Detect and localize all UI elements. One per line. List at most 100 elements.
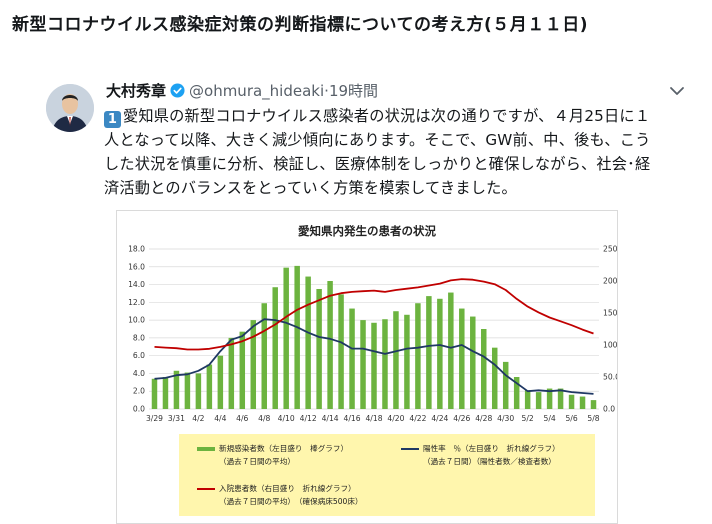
y-left-tick-label: 16.0 [128,262,145,271]
tweet-text-line: 人となって以降、大きく減少傾向にあります。そこで、GW前、中、後も、こう [104,131,651,149]
y-left-tick-label: 10.0 [128,316,145,325]
tweet-text: 1 愛知県の新型コロナウイルス感染者の状況は次の通りですが、４月25日に１ 人とな… [104,104,704,200]
legend-note: （過去７日間の平均） [219,457,295,466]
bar-new-cases [327,281,333,409]
bar-new-cases [217,355,224,409]
bar-new-cases [568,394,575,409]
x-tick-label: 4/28 [475,414,492,423]
x-tick-label: 4/26 [453,414,470,423]
legend-swatch-bar [197,447,215,451]
bar-new-cases [283,267,289,409]
y-right-tick-label: 0.0 [603,405,615,414]
y-right-tick-label: 200.0 [603,277,617,286]
legend-item-hospitalized: 入院患者数（右目盛り 折れ線グラフ） （過去７日間の平均） （確保病床500床） [197,483,363,507]
x-tick-label: 5/2 [522,414,534,423]
x-tick-label: 5/6 [565,414,577,423]
legend-swatch-line [197,488,215,490]
bar-new-cases [371,322,377,409]
chart-image[interactable]: 愛知県内発生の患者の状況 0.0 2.0 4.0 6.0 8.0 10.0 12.0 14.0… [116,210,618,524]
x-tick-label: 4/22 [409,414,426,423]
bar-new-cases [491,347,498,409]
x-tick-label: 3/29 [146,414,163,423]
bar-new-cases [448,292,454,409]
x-tick-label: 4/16 [344,414,361,423]
verified-badge-icon [170,83,185,98]
tweet-text-content: 愛知県の新型コロナウイルス感染者の状況は次の通りですが、４月25日に１ [123,107,651,125]
chevron-down-icon[interactable] [668,84,686,98]
bar-new-cases [228,337,235,409]
bar-new-cases [294,265,300,409]
bar-new-cases [239,331,246,409]
legend-item-positivity: 陽性率 ％（左目盛り 折れ線グラフ） （過去７日間）（陽性者数／検査者数） [401,443,560,467]
bar-new-cases [173,370,180,409]
bar-new-cases [195,373,202,409]
bar-new-cases [502,361,509,409]
bar-new-cases [404,314,410,409]
chart-legend: 新規感染者数（左目盛り 棒グラフ） （過去７日間の平均） 陽性率 ％（左目盛り … [179,434,595,516]
line-positivity-rate [154,318,594,395]
y-left-tick-label: 14.0 [128,280,145,289]
author-handle[interactable]: @ohmura_hideaki [189,82,325,100]
tweet-header: 大村秀章 @ohmura_hideaki·19時間 [106,80,378,102]
bar-new-cases [481,329,487,409]
tweet-text-line: 済活動とのバランスをとっていく方策を模索してきました。 [104,179,517,197]
meta-separator: · [324,82,329,100]
bar-new-cases [590,400,597,409]
legend-item-new-cases: 新規感染者数（左目盛り 棒グラフ） （過去７日間の平均） [197,443,348,467]
chart-title: 愛知県内発生の患者の状況 [298,224,436,238]
avatar[interactable] [46,84,94,132]
bar-new-cases [426,296,432,409]
legend-swatch-line [401,448,419,450]
legend-note: （過去７日間の平均） （確保病床500床） [219,497,363,506]
x-tick-label: 4/8 [258,414,270,423]
bar-new-cases [459,308,465,409]
y-left-tick-label: 6.0 [133,351,145,360]
bar-new-cases [272,287,278,409]
y-right-tick-label: 100.0 [603,341,617,350]
y-left-tick-label: 18.0 [128,245,145,254]
legend-label: 新規感染者数（左目盛り 棒グラフ） [219,444,349,453]
bar-new-cases [184,372,191,409]
tweet-timestamp[interactable]: 19時間 [328,82,379,100]
x-tick-label: 4/20 [387,414,404,423]
tweet-text-line: 1 愛知県の新型コロナウイルス感染者の状況は次の通りですが、４月25日に１ [104,104,704,128]
bar-new-cases [261,303,267,409]
bar-new-cases [316,289,322,409]
x-tick-label: 4/2 [192,414,204,423]
bar-new-cases [437,298,443,409]
bar-new-cases [360,320,366,409]
x-tick-label: 4/14 [322,414,339,423]
bar-new-cases [338,294,344,409]
bar-new-cases [206,364,213,409]
author-name[interactable]: 大村秀章 [106,82,167,100]
x-tick-label: 3/31 [168,414,185,423]
legend-label: 入院患者数（右目盛り 折れ線グラフ） [219,484,356,493]
y-left-tick-label: 4.0 [133,369,145,378]
y-left-tick-label: 8.0 [133,333,145,342]
bar-new-cases [305,276,311,409]
bar-new-cases [579,396,586,409]
x-tick-label: 4/6 [236,414,248,423]
legend-label: 陽性率 ％（左目盛り 折れ線グラフ） [423,444,560,453]
bar-new-cases [349,308,355,409]
legend-note: （過去７日間）（陽性者数／検査者数） [423,457,556,466]
y-left-tick-label: 2.0 [133,387,145,396]
y-right-tick-label: 250.0 [603,245,617,254]
bar-new-cases [382,319,388,409]
bar-new-cases [557,388,564,409]
x-tick-label: 4/24 [431,414,448,423]
bar-new-cases [513,377,520,409]
bar-new-cases [250,320,257,409]
bar-new-cases [162,377,169,409]
line-hospitalized [154,278,594,351]
bar-new-cases [151,378,158,409]
y-right-tick-label: 50.0 [603,373,617,382]
x-tick-label: 4/12 [300,414,317,423]
bar-new-cases [470,316,476,409]
y-right-tick-label: 150.0 [603,309,617,318]
bar-new-cases [415,303,421,409]
bar-new-cases [524,390,531,409]
x-tick-label: 5/8 [587,414,599,423]
tweet-text-line: した状況を慎重に分析、検証し、医療体制をしっかりと確保しながら、社会･経 [104,155,651,173]
page-title: 新型コロナウイルス感染症対策の判断指標についての考え方(５月１１日) [12,15,589,35]
